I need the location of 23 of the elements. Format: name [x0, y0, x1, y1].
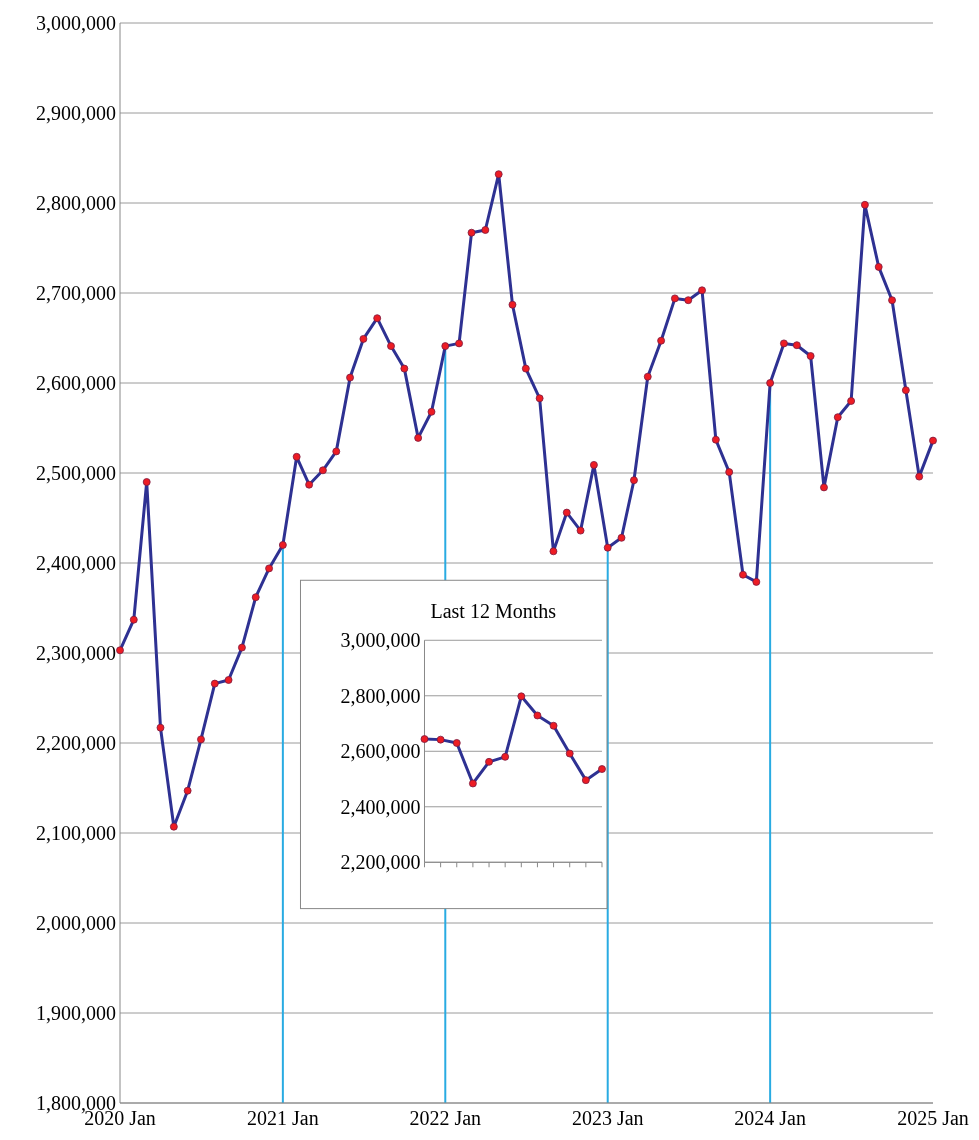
- y-tick-label: 2,600,000: [340, 740, 421, 763]
- x-tick-label: 2022 Jan: [409, 1107, 482, 1129]
- x-tick-label: 2021 Jan: [247, 1107, 319, 1129]
- y-tick-label: 2,200,000: [36, 732, 116, 754]
- y-tick-label: 2,800,000: [36, 192, 116, 214]
- y-tick-label: 2,700,000: [36, 282, 116, 304]
- y-tick-label: 2,500,000: [36, 462, 116, 484]
- y-tick-label: 2,400,000: [340, 795, 421, 818]
- y-tick-label: 2,000,000: [36, 912, 116, 934]
- chart-title: Last 12 Months: [430, 600, 557, 623]
- x-tick-label: 2024 Jan: [734, 1107, 806, 1129]
- y-tick-label: 3,000,000: [36, 12, 116, 34]
- y-tick-label: 2,600,000: [36, 372, 116, 394]
- y-tick-label: 2,400,000: [36, 552, 116, 574]
- y-tick-label: 2,900,000: [36, 102, 116, 124]
- y-tick-label: 3,000,000: [340, 629, 421, 652]
- y-tick-label: 2,800,000: [340, 684, 421, 707]
- y-tick-label: 2,200,000: [340, 851, 421, 874]
- y-tick-label: 1,900,000: [36, 1002, 116, 1024]
- y-tick-label: 2,100,000: [36, 822, 116, 844]
- y-tick-label: 2,300,000: [36, 642, 116, 664]
- x-tick-label: 2025 Jan: [897, 1107, 969, 1129]
- x-tick-label: 2023 Jan: [571, 1107, 644, 1129]
